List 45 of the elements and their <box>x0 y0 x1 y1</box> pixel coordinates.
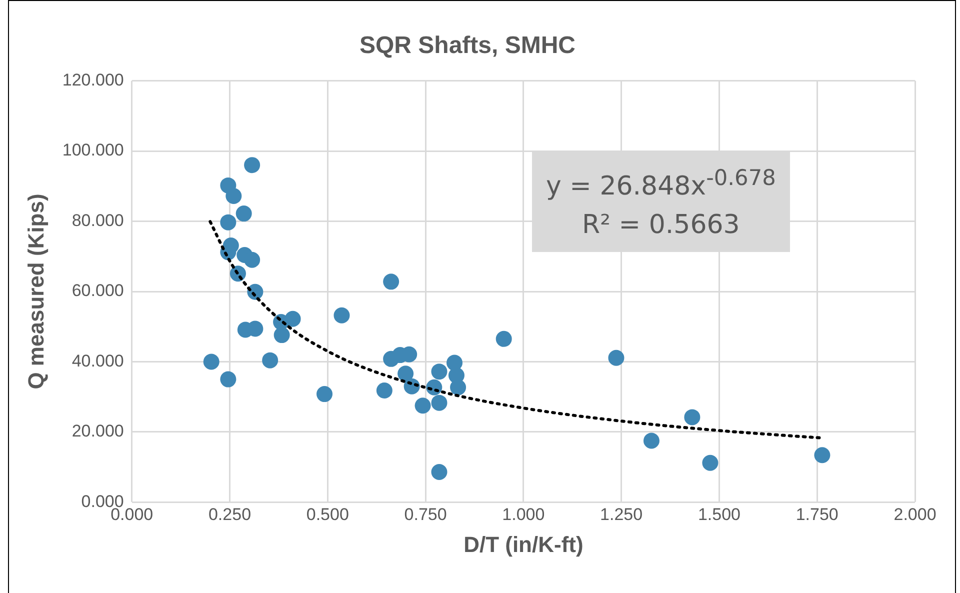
chart-title: SQR Shafts, SMHC <box>359 32 576 60</box>
point <box>450 379 466 396</box>
point <box>262 352 278 368</box>
point <box>334 307 350 324</box>
point <box>220 371 236 388</box>
point <box>431 464 448 480</box>
point <box>244 252 260 268</box>
point <box>814 447 830 464</box>
point <box>431 394 448 411</box>
point <box>496 330 512 347</box>
point <box>702 454 718 471</box>
point <box>316 386 333 402</box>
y-tick-label: 120.000 <box>62 70 124 90</box>
y-tick-label: 20.000 <box>72 422 124 441</box>
x-tick-label: 0.750 <box>404 505 447 524</box>
point <box>274 327 290 344</box>
point <box>643 432 660 449</box>
point <box>383 274 400 290</box>
point <box>398 366 414 382</box>
x-tick-label: 1.500 <box>698 505 740 524</box>
point <box>220 214 236 230</box>
annotation: y = 26.848x$^{-0.678}$ <box>546 165 776 204</box>
x-axis-title: D/T (in/K-ft) <box>464 532 584 557</box>
x-tick-label: 2.000 <box>894 505 936 524</box>
point <box>376 382 392 399</box>
y-tick-label: 100.000 <box>62 140 124 160</box>
point <box>284 310 301 327</box>
x-tick-label: 0.250 <box>208 505 252 524</box>
y-tick-label: 40.000 <box>72 351 124 370</box>
x-tick-label: 1.750 <box>796 505 838 524</box>
x-tick-label: 0.500 <box>306 505 349 524</box>
x-tick-label: 1.250 <box>600 505 643 524</box>
point <box>226 188 242 204</box>
point <box>431 364 448 380</box>
point <box>203 354 220 370</box>
point <box>236 206 252 222</box>
annotation: R² = 0.5663 <box>581 208 741 242</box>
point <box>414 398 431 414</box>
x-tick-label: 1.000 <box>502 505 545 524</box>
point <box>244 157 260 174</box>
y-tick-label: 80.000 <box>72 210 124 230</box>
point <box>608 350 624 366</box>
point <box>684 409 700 426</box>
y-tick-label: 60.000 <box>72 281 124 300</box>
y-axis-title: Q measured (Kips) <box>23 194 48 390</box>
